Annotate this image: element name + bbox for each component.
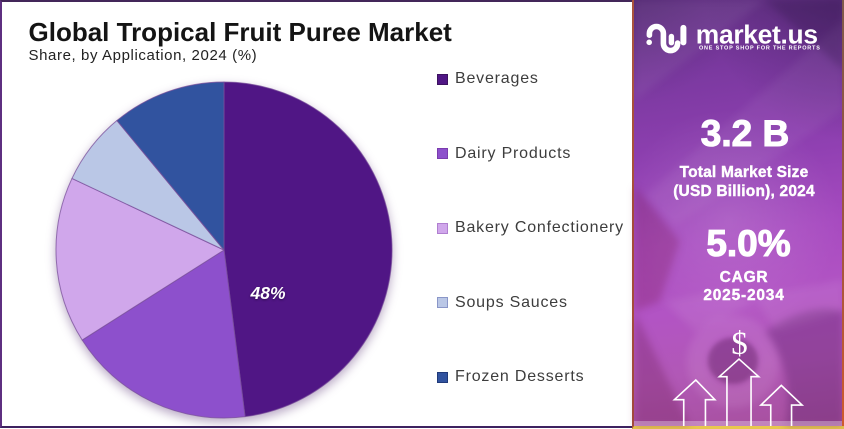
- svg-text:48%: 48%: [249, 283, 285, 303]
- svg-text:market.us: market.us: [696, 20, 818, 50]
- svg-text:ONE STOP SHOP FOR THE REPORTS: ONE STOP SHOP FOR THE REPORTS: [699, 46, 821, 52]
